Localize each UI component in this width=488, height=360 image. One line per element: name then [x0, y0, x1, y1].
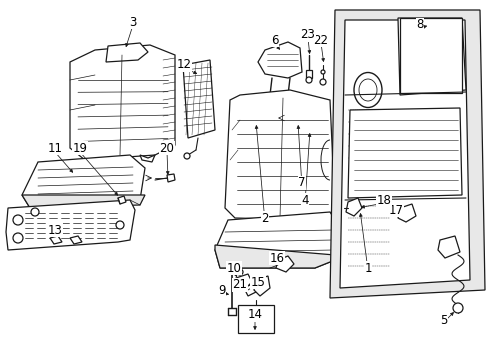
- Text: 2: 2: [261, 211, 268, 225]
- Text: 20: 20: [159, 141, 174, 154]
- Polygon shape: [306, 122, 321, 140]
- Polygon shape: [249, 112, 265, 128]
- Polygon shape: [339, 20, 469, 288]
- Text: 10: 10: [226, 261, 241, 274]
- Bar: [399, 18, 461, 93]
- Polygon shape: [253, 276, 269, 296]
- Circle shape: [183, 153, 190, 159]
- Circle shape: [320, 70, 325, 74]
- Text: 6: 6: [271, 33, 278, 46]
- Polygon shape: [236, 274, 251, 290]
- Bar: [305, 70, 311, 78]
- Polygon shape: [346, 198, 361, 216]
- Polygon shape: [70, 45, 175, 160]
- Circle shape: [13, 215, 23, 225]
- Circle shape: [452, 303, 462, 313]
- Polygon shape: [183, 60, 215, 138]
- Text: 16: 16: [269, 252, 284, 265]
- Polygon shape: [288, 108, 304, 126]
- Text: 15: 15: [250, 275, 265, 288]
- Polygon shape: [140, 155, 155, 162]
- Polygon shape: [50, 236, 62, 244]
- Text: 21: 21: [232, 279, 247, 292]
- Polygon shape: [22, 195, 145, 208]
- Text: 11: 11: [47, 141, 62, 154]
- Polygon shape: [70, 236, 82, 244]
- Polygon shape: [118, 196, 126, 204]
- Polygon shape: [215, 245, 334, 268]
- Polygon shape: [329, 10, 484, 298]
- Text: 12: 12: [176, 58, 191, 72]
- Polygon shape: [275, 256, 293, 272]
- Text: 5: 5: [439, 314, 447, 327]
- Polygon shape: [215, 212, 339, 268]
- Polygon shape: [244, 284, 256, 296]
- Text: 8: 8: [415, 18, 423, 31]
- Polygon shape: [6, 200, 135, 250]
- Polygon shape: [258, 42, 302, 78]
- Polygon shape: [347, 108, 461, 198]
- Polygon shape: [437, 236, 459, 258]
- Text: 1: 1: [364, 261, 371, 274]
- Text: 17: 17: [387, 203, 403, 216]
- Circle shape: [319, 79, 325, 85]
- Text: 13: 13: [47, 224, 62, 237]
- Polygon shape: [397, 204, 415, 222]
- Text: 23: 23: [300, 28, 315, 41]
- Text: 3: 3: [129, 15, 137, 28]
- Polygon shape: [22, 155, 145, 208]
- Circle shape: [116, 221, 124, 229]
- Polygon shape: [397, 18, 465, 95]
- Text: 18: 18: [376, 194, 390, 207]
- Polygon shape: [167, 174, 175, 182]
- Text: 22: 22: [313, 33, 328, 46]
- Text: 14: 14: [247, 309, 262, 321]
- Text: 9: 9: [218, 284, 225, 297]
- Circle shape: [237, 269, 243, 275]
- Text: 4: 4: [301, 194, 308, 207]
- Text: 19: 19: [72, 141, 87, 154]
- Circle shape: [305, 77, 311, 83]
- Polygon shape: [224, 90, 334, 220]
- Text: 7: 7: [298, 176, 305, 189]
- Polygon shape: [106, 43, 148, 62]
- Circle shape: [31, 208, 39, 216]
- Bar: [238, 305, 273, 333]
- Circle shape: [13, 233, 23, 243]
